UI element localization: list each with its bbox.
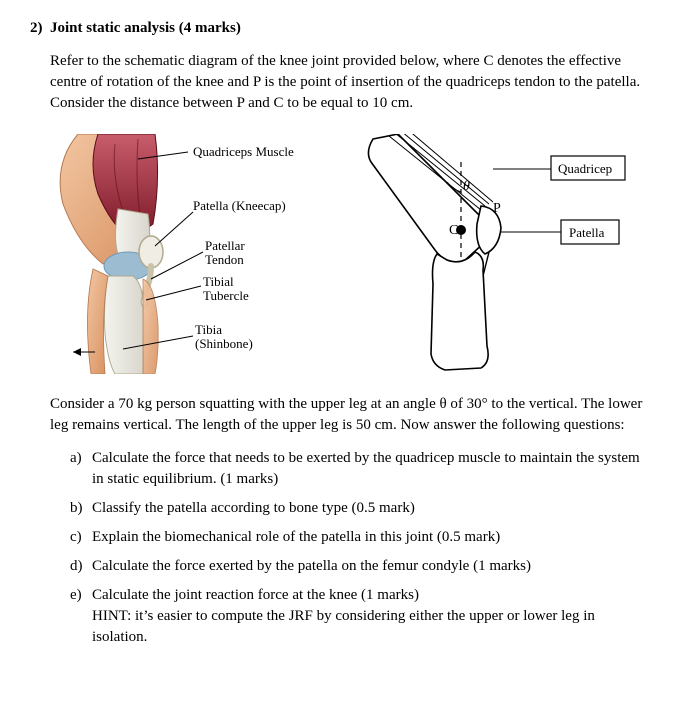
sub-text: Explain the biomechanical role of the pa… (92, 527, 645, 548)
sub-letter: d) (70, 556, 92, 577)
sub-text: Classify the patella according to bone t… (92, 498, 645, 519)
label-tibial-1: Tibial (203, 274, 234, 289)
label-tibia-2: (Shinbone) (195, 336, 253, 351)
question-title: Joint static analysis (4 marks) (50, 20, 241, 36)
sub-body-e: Calculate the joint reaction force at th… (92, 585, 645, 648)
label-P: P (493, 201, 501, 216)
label-patellar-tendon-2: Tendon (205, 252, 244, 267)
subquestion-c: c) Explain the biomechanical role of the… (70, 527, 645, 548)
anatomical-diagram: Quadriceps Muscle Patella (Kneecap) Pate… (43, 134, 323, 374)
label-patellar-tendon-1: Patellar (205, 238, 245, 253)
sub-text: Calculate the force exerted by the patel… (92, 556, 645, 577)
label-tibial-2: Tubercle (203, 288, 249, 303)
mid-paragraph: Consider a 70 kg person squatting with t… (50, 394, 645, 436)
label-patella: Patella (Kneecap) (193, 198, 286, 213)
sub-letter: e) (70, 585, 92, 648)
intro-paragraph: Refer to the schematic diagram of the kn… (50, 51, 645, 114)
sub-hint: HINT: it’s easier to compute the JRF by … (92, 608, 595, 645)
subquestion-d: d) Calculate the force exerted by the pa… (70, 556, 645, 577)
sub-text: Calculate the force that needs to be exe… (92, 448, 645, 490)
sub-text: Calculate the joint reaction force at th… (92, 587, 419, 603)
label-quadricep-box: Quadricep (558, 161, 612, 176)
question-header: 2) Joint static analysis (4 marks) (30, 20, 645, 37)
sub-letter: b) (70, 498, 92, 519)
schematic-diagram: θ C P Quadricep Patella (353, 134, 633, 374)
subquestion-a: a) Calculate the force that needs to be … (70, 448, 645, 490)
subquestion-list: a) Calculate the force that needs to be … (70, 448, 645, 648)
subquestion-b: b) Classify the patella according to bon… (70, 498, 645, 519)
sub-letter: a) (70, 448, 92, 490)
label-theta: θ (463, 179, 470, 194)
label-tibia-1: Tibia (195, 322, 222, 337)
diagram-row: Quadriceps Muscle Patella (Kneecap) Pate… (30, 134, 645, 374)
label-C: C (449, 223, 458, 238)
sub-letter: c) (70, 527, 92, 548)
label-patella-box: Patella (569, 225, 605, 240)
question-number: 2) (30, 20, 43, 36)
label-quadriceps: Quadriceps Muscle (193, 144, 294, 159)
subquestion-e: e) Calculate the joint reaction force at… (70, 585, 645, 648)
